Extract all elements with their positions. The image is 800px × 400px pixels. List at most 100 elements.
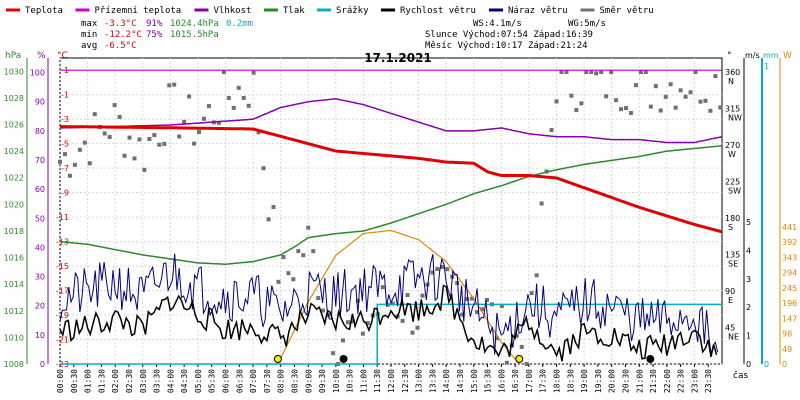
wind-dir-point-84	[475, 310, 480, 315]
wind-dir-point-52	[316, 296, 321, 301]
axis-temp-label: °C	[57, 51, 68, 61]
temp-tick-2: -3	[61, 115, 69, 124]
dir-tick-3: 225	[725, 178, 740, 187]
wind-dir-point-21	[162, 141, 167, 146]
hpa-tick-2: 1026	[4, 121, 24, 130]
moonset-marker	[646, 355, 655, 363]
hpa-tick-6: 1018	[4, 227, 24, 236]
wind-dir-point-105	[579, 101, 584, 106]
pct-tick-3: 70	[35, 156, 45, 165]
x-tick-label-41: 20:30	[621, 369, 630, 393]
wind-dir-point-12	[117, 114, 122, 119]
wind-dir-point-71	[410, 330, 415, 335]
wind-dir-point-3	[72, 162, 77, 167]
series-sunshine-line	[277, 229, 520, 365]
x-tick-label-34: 17:00	[525, 369, 534, 393]
wind-dir-point-93	[519, 344, 524, 349]
wind-dir-point-114	[624, 106, 629, 111]
wind-dir-point-113	[619, 107, 624, 112]
series-pressure-line	[59, 145, 723, 265]
stats-max-label: max	[81, 19, 98, 29]
wind-dir-point-5	[82, 140, 87, 145]
wind-dir-point-107	[589, 70, 594, 74]
wind-dir-point-101	[559, 70, 564, 74]
wind-dir-point-47	[291, 277, 296, 282]
x-tick-label-3: 01:30	[97, 369, 106, 393]
wind-dir-point-104	[574, 108, 579, 113]
pct-tick-10: 0	[40, 360, 45, 369]
stats-moon: Měsíc Východ:10:17 Západ:21:24	[425, 41, 588, 51]
x-tick-label-23: 11:30	[373, 369, 382, 393]
temp-tick-11: -21	[56, 336, 69, 345]
wind-dir-point-131	[708, 108, 713, 113]
x-tick-label-6: 03:00	[139, 369, 148, 393]
dir-name-5: SE	[728, 260, 738, 269]
x-tick-label-12: 06:00	[222, 369, 231, 393]
wind-dir-point-55	[331, 351, 336, 356]
x-tick-label-5: 02:30	[125, 369, 134, 393]
wind-dir-point-61	[360, 331, 365, 336]
wind-dir-point-109	[599, 70, 604, 74]
wind-dir-point-94	[524, 362, 529, 366]
wind-dir-point-50	[306, 225, 311, 230]
stats-sun: Slunce Východ:07:54 Západ:16:39	[425, 30, 593, 40]
series-wind-speed-line	[59, 284, 718, 362]
wind-dir-point-89	[499, 303, 504, 308]
pct-tick-9: 10	[35, 331, 45, 340]
series-layer	[58, 69, 723, 366]
hpa-tick-10: 1010	[4, 333, 24, 342]
x-tick-label-38: 19:00	[580, 369, 589, 393]
x-tick-label-1: 00:30	[70, 369, 79, 393]
wind-dir-point-11	[112, 103, 117, 108]
wind-dir-point-103	[569, 93, 574, 98]
dir-tick-2: 270	[725, 141, 740, 150]
x-tick-label-21: 10:30	[346, 369, 355, 393]
wind-tick-2: 3	[746, 275, 751, 284]
wind-dir-point-35	[231, 105, 236, 110]
legend-label-7: Směr větru	[600, 6, 654, 16]
x-tick-label-37: 18:30	[566, 369, 575, 393]
pct-tick-0: 100	[30, 69, 45, 78]
x-tick-label-9: 04:30	[180, 369, 189, 393]
series-wind-gust-line	[59, 253, 719, 355]
wind-dir-point-53	[321, 308, 326, 313]
sun-tick-1: 392	[782, 238, 797, 247]
wind-dir-point-4	[77, 147, 82, 152]
wind-dir-point-46	[286, 271, 291, 276]
legend-label-2: Vlhkost	[214, 6, 252, 16]
wind-dir-point-128	[693, 70, 698, 74]
wind-dir-point-60	[355, 298, 360, 303]
wind-dir-point-27	[192, 141, 197, 146]
x-tick-label-31: 15:30	[484, 369, 493, 393]
wind-dir-point-97	[539, 201, 544, 206]
pct-tick-8: 20	[35, 302, 45, 311]
axis-hpa-label: hPa	[5, 51, 21, 61]
x-tick-label-32: 16:00	[497, 369, 506, 393]
wind-dir-point-14	[127, 135, 132, 140]
wind-dir-point-9	[102, 131, 107, 136]
wind-dir-point-92	[514, 333, 519, 338]
x-tick-label-16: 08:00	[277, 369, 286, 393]
wind-dir-point-95	[529, 291, 534, 296]
wind-dir-point-62	[365, 321, 370, 326]
hpa-tick-1: 1028	[4, 94, 24, 103]
x-tick-label-4: 02:00	[111, 369, 120, 393]
dir-name-0: N	[728, 77, 734, 86]
x-tick-label-44: 22:00	[663, 369, 672, 393]
wind-dir-point-120	[653, 84, 658, 89]
x-tick-label-30: 15:00	[470, 369, 479, 393]
wind-dir-point-76	[435, 267, 440, 272]
grid	[59, 58, 722, 365]
wind-dir-point-77	[440, 264, 445, 269]
pct-tick-6: 40	[35, 243, 45, 252]
temp-tick-9: -17	[56, 287, 69, 296]
temp-tick-3: -5	[61, 140, 69, 149]
wind-dir-point-123	[668, 82, 673, 87]
wind-dir-point-132	[713, 74, 718, 79]
dir-name-7: NE	[728, 333, 739, 342]
sun-tick-3: 294	[782, 269, 797, 278]
wind-dir-point-59	[350, 319, 355, 324]
dir-tick-0: 360	[725, 68, 740, 77]
stats-max-hum: 91%	[146, 19, 163, 29]
wind-dir-point-32	[216, 120, 221, 125]
